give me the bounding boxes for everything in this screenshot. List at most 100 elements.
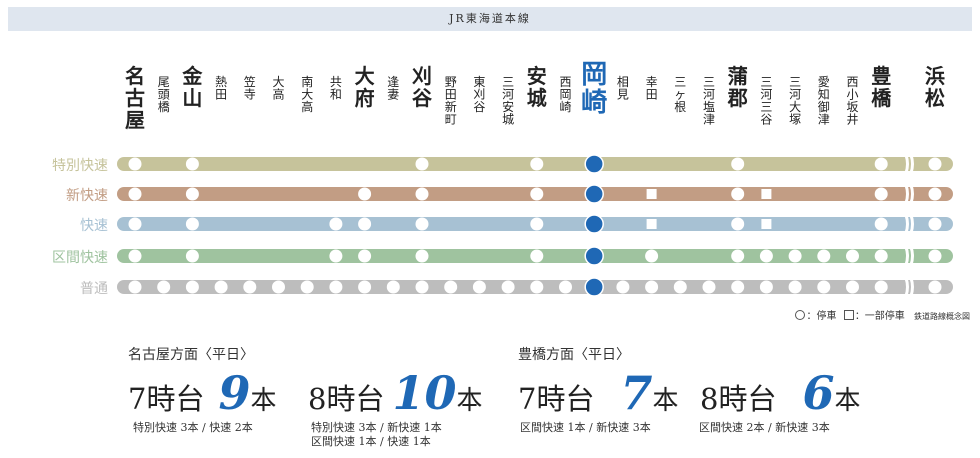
slot-count: 10: [392, 366, 457, 420]
station-name-char: 御: [818, 99, 830, 114]
station-name-char: 津: [818, 113, 830, 127]
stop-marker: [358, 249, 372, 263]
station-name-char: 三: [789, 75, 801, 89]
stop-marker: [128, 217, 142, 231]
station-name-char: 南: [301, 74, 313, 89]
station-name-char: ヶ: [674, 88, 686, 102]
stop-marker: [702, 280, 716, 294]
okazaki-stop-marker: [584, 184, 604, 204]
station-name-char: 三: [674, 75, 686, 89]
slot-breakdown: 特別快速 3本 / 新快速 1本 区間快速 1本 / 快速 1本: [311, 421, 442, 449]
line-break: [904, 214, 909, 234]
station-name-char: 小: [846, 88, 858, 102]
slot-hour: 8時台: [308, 382, 385, 416]
stop-marker: [530, 157, 544, 171]
station-name-char: 大: [355, 64, 375, 88]
line-label: 普通: [80, 281, 108, 297]
station-name-char: 橋: [158, 100, 170, 114]
stop-marker: [874, 187, 888, 201]
stop-marker: [928, 249, 942, 263]
station-name-char: 頭: [158, 88, 170, 102]
station-name-char: 西: [559, 75, 571, 89]
stop-marker: [272, 280, 285, 294]
stop-marker: [817, 280, 831, 294]
legend-partial-label: ：一部停車: [854, 311, 905, 322]
station-name-char: 河: [502, 88, 514, 102]
stop-marker: [530, 249, 544, 263]
station-name-char: 安: [527, 64, 547, 88]
station-name-char: 城: [502, 113, 514, 127]
stop-marker: [874, 280, 888, 294]
station-name-char: 山: [182, 86, 202, 110]
station-name-char: 高: [301, 99, 313, 114]
line-break: [904, 277, 909, 297]
line-label: 特別快速: [52, 158, 108, 174]
station-name-char: 谷: [412, 86, 433, 110]
stop-marker: [415, 249, 429, 263]
station-name-char: 府: [355, 86, 375, 110]
line-break: [904, 246, 909, 266]
station-name-char: 津: [703, 113, 715, 127]
station-name-char: 岡: [581, 60, 607, 90]
okazaki-stop-marker: [584, 214, 604, 234]
stop-marker: [358, 280, 372, 294]
stop-marker: [731, 280, 745, 294]
stop-marker: [928, 280, 942, 294]
partial-stop-marker: [646, 219, 657, 229]
station-name-char: 豊: [871, 64, 891, 88]
stop-marker: [185, 217, 199, 231]
line-break: [909, 154, 914, 174]
okazaki-stop-marker: [584, 154, 604, 174]
station-name-char: 幸: [646, 75, 658, 89]
line-break: [904, 154, 909, 174]
station-name-char: 寺: [244, 88, 256, 102]
slot-unit: 本: [456, 386, 483, 416]
stop-marker: [616, 280, 630, 294]
stop-symbol-icon: [795, 310, 806, 320]
stop-marker: [300, 280, 314, 294]
stop-marker: [329, 249, 343, 263]
frequency-slot: 7時台 9本: [128, 366, 276, 420]
station-name-char: 田: [215, 88, 227, 102]
station-name-char: 三: [760, 75, 772, 89]
stop-marker: [846, 249, 859, 263]
station-name-char: 浜: [925, 64, 945, 88]
partial-stop-marker: [761, 189, 772, 199]
stop-marker: [759, 249, 773, 263]
station-name-char: 井: [846, 113, 858, 127]
stop-marker: [731, 217, 745, 231]
stop-marker: [415, 157, 429, 171]
slot-breakdown: 区間快速 2本 / 新快速 3本: [699, 421, 830, 435]
stop-marker: [874, 217, 888, 231]
header-bar: JR東海道本線: [8, 7, 972, 31]
station-name-char: 高: [272, 87, 284, 102]
station-name-char: 三: [760, 100, 772, 114]
breakdown-line: 区間快速 1本 / 新快速 3本: [520, 421, 651, 434]
stop-marker: [185, 157, 199, 171]
station-name-char: 熱: [215, 75, 227, 89]
stop-marker: [128, 280, 142, 294]
stop-marker: [329, 280, 343, 294]
station-name-char: 笠: [244, 74, 256, 89]
slot-unit: 本: [652, 386, 679, 416]
direction-title-nagoya: 名古屋方面〈平日〉: [128, 347, 254, 363]
okazaki-stop-marker: [584, 246, 604, 266]
partial-stop-marker: [646, 189, 657, 199]
stop-marker: [874, 249, 888, 263]
station-name-char: 三: [502, 75, 514, 89]
station-name-char: 名: [125, 64, 145, 88]
slot-breakdown: 区間快速 1本 / 新快速 3本: [520, 421, 651, 435]
stop-marker: [788, 280, 802, 294]
station-name-char: 尾: [158, 75, 170, 89]
station-name-char: 西: [846, 75, 858, 89]
line-break: [904, 184, 909, 204]
stop-marker: [501, 280, 515, 294]
partial-stop-symbol-icon: [843, 310, 854, 320]
station-name-char: 三: [703, 75, 715, 89]
breakdown-line: 区間快速 1本 / 快速 1本: [311, 435, 431, 448]
station-name-char: 町: [445, 113, 457, 127]
slot-hour: 7時台: [518, 382, 595, 416]
partial-stop-marker: [761, 219, 772, 229]
line-label: 快速: [80, 218, 108, 234]
slot-count: 7: [620, 366, 653, 420]
